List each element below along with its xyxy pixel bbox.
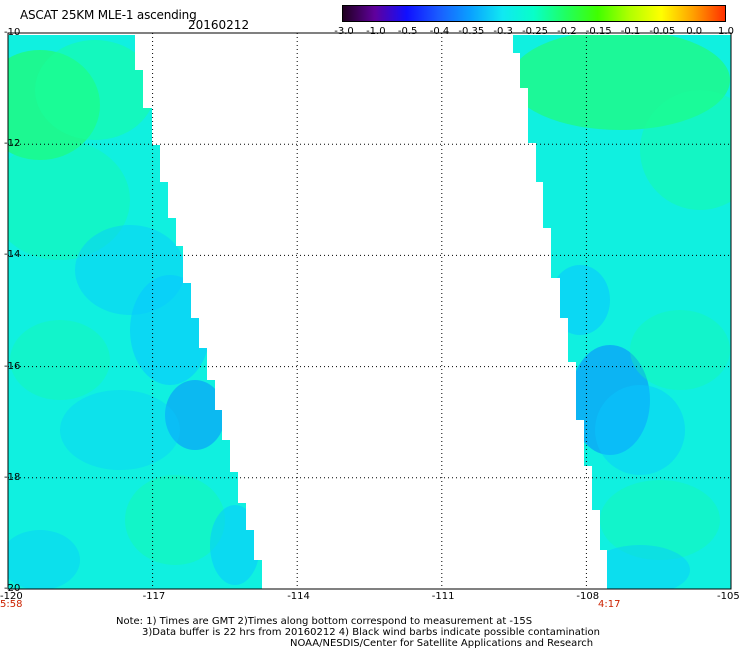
y-tick-label: -14 (4, 249, 21, 261)
left-swath-patch (35, 40, 155, 140)
map-title: ASCAT 25KM MLE-1 ascending (20, 8, 197, 22)
x-tick-label: -108 (576, 591, 600, 602)
footer-note-line1: Note: 1) Times are GMT 2)Times along bot… (116, 616, 533, 627)
right-swath-shading (513, 35, 731, 589)
map-frame (7, 32, 732, 590)
right-swath-patch (640, 90, 731, 210)
left-swath-patch (165, 380, 225, 450)
right-swath-patch (513, 35, 730, 130)
footer-note-line3: NOAA/NESDIS/Center for Satellite Applica… (290, 638, 594, 649)
x-tick-label: -117 (142, 591, 166, 602)
y-tick-label: -16 (4, 360, 21, 372)
colorbar-tick-label: -0.05 (649, 26, 676, 37)
right-swath-patch (590, 545, 690, 589)
footer-note-line2: 3)Data buffer is 22 hrs from 20160212 4)… (142, 627, 600, 638)
colorbar-tick-label: -0.2 (557, 26, 577, 37)
y-tick-label: -12 (4, 138, 21, 150)
left-swath-patch (10, 320, 110, 400)
right-swath-patch (600, 480, 720, 560)
colorbar (342, 5, 726, 22)
right-swath-patch (630, 310, 730, 390)
colorbar-tick-label: -3.0 (334, 26, 354, 37)
x-tick-label: -114 (287, 591, 310, 602)
left-swath-patch (125, 475, 225, 565)
right-swath-patch (570, 345, 650, 455)
left-swath-patch (8, 140, 130, 260)
left-swath-shading (8, 40, 260, 589)
colorbar-tick-label: -0.5 (397, 26, 418, 37)
y-tick-label: -10 (4, 27, 21, 38)
colorbar-tick-label: -0.3 (493, 26, 513, 37)
colorbar-tick-label: -0.15 (585, 26, 612, 37)
graticule-grid (8, 33, 731, 589)
right-swath (513, 35, 731, 589)
colorbar-tick-label: -0.1 (620, 26, 641, 37)
right-swath-patch (595, 385, 685, 475)
colorbar-labels: -3.0 -1.0 -0.5 -0.4 -0.35 -0.3 -0.25 -0.2 -0.15-… (334, 26, 734, 40)
left-swath-patch (8, 530, 80, 589)
left-swath-patch (210, 505, 260, 585)
left-time-label: 5:58 (0, 599, 23, 610)
x-tick-label: -111 (431, 591, 455, 602)
x-tick-label: -120 (0, 591, 23, 602)
map-date: 20160212 (188, 18, 250, 32)
right-swath-patch (550, 265, 610, 335)
swath-layer (8, 35, 731, 589)
y-tick-label: -20 (4, 583, 21, 594)
colorbar-tick-label: -1.0 (366, 26, 386, 37)
colorbar-tick-label: 0.0 (686, 26, 703, 37)
colorbar-tick-label: -0.35 (458, 26, 485, 37)
colorbar-tick-label: -0.4 (429, 26, 450, 37)
right-time-label: 4:17 (598, 599, 621, 610)
y-tick-label: -18 (4, 471, 21, 483)
colorbar-gradient (343, 6, 725, 21)
x-tick-label: -105 (717, 591, 740, 602)
left-swath-patch (130, 275, 210, 385)
left-swath-patch (60, 390, 180, 470)
colorbar-tick-label: -0.25 (522, 26, 548, 37)
colorbar-tick-label: 1.0 (718, 26, 734, 37)
